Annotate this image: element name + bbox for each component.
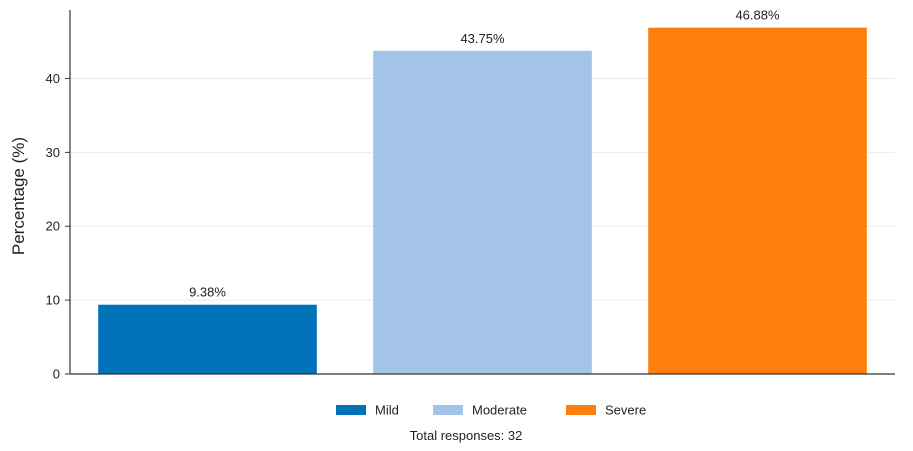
legend: Mild Moderate Severe (336, 403, 646, 418)
total-responses-note: Total responses: 32 (410, 428, 523, 443)
bars (98, 27, 867, 375)
legend-swatch-severe (566, 405, 596, 415)
y-tick-label: 10 (46, 293, 60, 308)
legend-label-mild: Mild (375, 403, 399, 418)
y-axis-label: Percentage (%) (9, 137, 28, 255)
legend-label-severe: Severe (605, 403, 646, 418)
data-label-moderate: 43.75% (460, 31, 505, 46)
data-labels: 9.38% 43.75% 46.88% (189, 8, 780, 300)
legend-swatch-moderate (433, 405, 463, 415)
bar-moderate (373, 50, 592, 375)
data-label-severe: 46.88% (735, 8, 780, 23)
y-tick-label: 0 (53, 367, 60, 382)
y-tick-label: 30 (46, 145, 60, 160)
bar-mild (98, 304, 317, 374)
y-tick-label: 40 (46, 71, 60, 86)
legend-swatch-mild (336, 405, 366, 415)
axes: 0 10 20 30 40 (46, 10, 895, 382)
data-label-mild: 9.38% (189, 285, 226, 300)
y-tick-label: 20 (46, 219, 60, 234)
bar-severe (648, 27, 867, 374)
legend-label-moderate: Moderate (472, 403, 527, 418)
